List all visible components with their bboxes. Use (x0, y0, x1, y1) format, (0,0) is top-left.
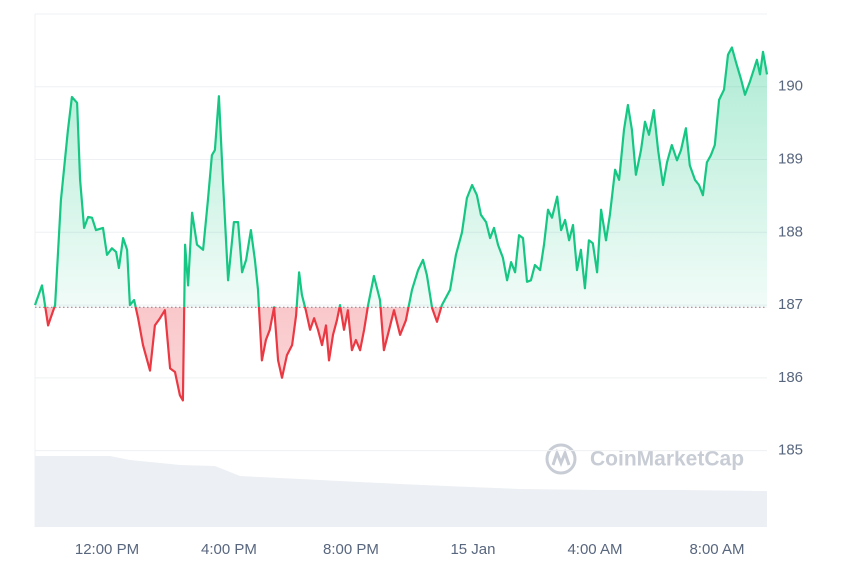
y-tick-label: 187 (778, 296, 803, 313)
y-tick-label: 185 (778, 442, 803, 459)
price-area (35, 47, 767, 401)
volume-background (35, 456, 767, 527)
x-tick-label: 15 Jan (450, 541, 495, 558)
y-tick-label: 186 (778, 369, 803, 386)
y-tick-label: 189 (778, 151, 803, 168)
price-line (33, 46, 769, 402)
x-tick-label: 8:00 PM (323, 541, 379, 558)
watermark: CoinMarketCap (545, 443, 744, 475)
x-tick-label: 12:00 PM (75, 541, 139, 558)
y-tick-label: 190 (778, 78, 803, 95)
x-tick-label: 4:00 PM (201, 541, 257, 558)
watermark-text: CoinMarketCap (590, 448, 744, 471)
x-tick-label: 4:00 AM (567, 541, 622, 558)
y-tick-label: 188 (778, 223, 803, 240)
watermark-logo-mark (551, 448, 571, 468)
x-tick-label: 8:00 AM (689, 541, 744, 558)
watermark-logo (545, 443, 577, 475)
plot: 185 186 187 188 189 190 12:00 PM 4:00 PM 8:00 PM… (33, 46, 803, 558)
